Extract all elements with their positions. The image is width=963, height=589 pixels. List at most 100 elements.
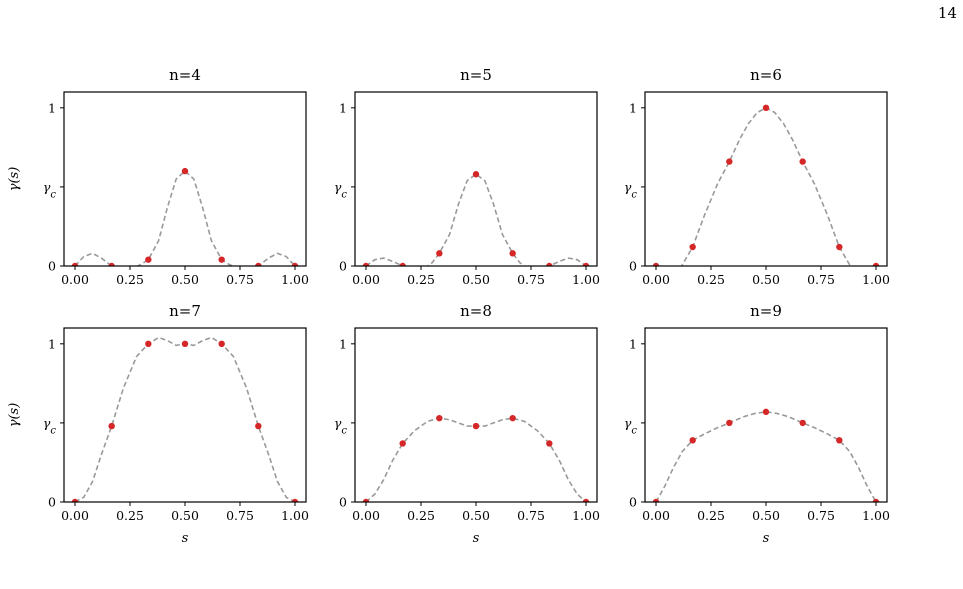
dashed-curve	[365, 417, 587, 502]
data-point	[291, 498, 299, 502]
x-tick-label: 1.00	[572, 272, 600, 287]
page-number: 14	[937, 4, 957, 22]
data-point	[762, 104, 770, 112]
x-tick-label: 0.25	[697, 272, 725, 287]
data-point	[582, 262, 590, 266]
x-tick-label: 0.00	[352, 508, 380, 523]
y-tick-label: 1	[48, 100, 56, 115]
x-tick-label: 0.50	[462, 272, 490, 287]
data-point	[108, 262, 115, 266]
data-point	[509, 414, 516, 422]
x-tick-label: 0.00	[352, 272, 380, 287]
y-tick-label: 0	[339, 259, 347, 274]
axes-frame	[354, 327, 598, 503]
data-point	[255, 422, 262, 430]
y-axis-label: γ(s)	[7, 403, 22, 428]
x-tick-label: 0.25	[116, 508, 144, 523]
x-tick-label: 0.00	[642, 272, 670, 287]
data-point	[399, 440, 406, 447]
y-tick-label: γc	[624, 415, 637, 436]
y-tick-label: 1	[339, 336, 347, 351]
y-tick-label: γc	[43, 179, 56, 200]
data-point	[472, 422, 480, 430]
subplot-title: n=5	[460, 66, 492, 84]
dashed-curve	[365, 173, 587, 266]
data-point	[799, 419, 806, 427]
x-tick-label: 0.75	[226, 508, 254, 523]
x-axis-label: s	[182, 531, 189, 546]
axes-frame	[354, 91, 598, 267]
subplot-n=9: n=9 0.00 0.25 0.50 0.75 1.00 0 γc 1 s	[624, 302, 890, 546]
axes-frame	[63, 91, 307, 267]
x-tick-label: 1.00	[572, 508, 600, 523]
subplot-title: n=4	[169, 66, 201, 84]
data-point	[399, 262, 406, 266]
data-point	[509, 250, 516, 257]
y-tick-label: 1	[48, 336, 56, 351]
y-tick-label: γc	[334, 415, 347, 436]
y-tick-label: 1	[629, 100, 637, 115]
data-point	[145, 256, 152, 263]
y-tick-label: 1	[629, 336, 637, 351]
subplot-n=7: n=7 0.00 0.25 0.50 0.75 1.00 0 γc 1 γ(s) s	[7, 302, 309, 546]
data-point	[872, 262, 880, 266]
data-point	[836, 437, 843, 444]
x-tick-label: 0.00	[61, 508, 89, 523]
y-tick-label: 0	[629, 259, 637, 274]
data-point	[436, 250, 443, 257]
data-point	[689, 243, 696, 251]
subplot-n=4: n=4 0.00 0.25 0.50 0.75 1.00 0 γc 1 γ(s)	[7, 66, 309, 287]
axes-frame	[644, 91, 888, 267]
y-axis-label: γ(s)	[7, 167, 22, 192]
y-tick-label: 0	[48, 259, 56, 274]
x-tick-label: 0.25	[407, 508, 435, 523]
data-point	[255, 262, 262, 266]
x-axis-label: s	[763, 531, 770, 546]
x-tick-label: 0.50	[171, 508, 199, 523]
dashed-curve	[655, 411, 877, 502]
data-point	[652, 262, 660, 266]
x-tick-label: 0.25	[697, 508, 725, 523]
subplot-n=5: n=5 0.00 0.25 0.50 0.75 1.00 0 γc 1	[334, 66, 600, 287]
y-tick-label: γc	[334, 179, 347, 200]
data-point	[436, 414, 443, 422]
data-point	[689, 437, 696, 444]
subplot-title: n=6	[750, 66, 782, 84]
data-point	[218, 340, 225, 348]
data-point	[71, 498, 79, 502]
subplot-n=8: n=8 0.00 0.25 0.50 0.75 1.00 0 γc 1 s	[334, 302, 600, 546]
data-point	[362, 262, 370, 266]
x-tick-label: 0.00	[642, 508, 670, 523]
subplot-title: n=9	[750, 302, 782, 320]
x-tick-label: 1.00	[862, 272, 890, 287]
x-tick-label: 0.75	[517, 508, 545, 523]
data-point	[836, 243, 843, 251]
data-point	[181, 167, 189, 175]
x-tick-label: 0.75	[226, 272, 254, 287]
data-point	[108, 422, 115, 430]
data-point	[726, 158, 733, 165]
data-point	[872, 498, 880, 502]
y-tick-label: 1	[339, 100, 347, 115]
y-tick-label: γc	[624, 179, 637, 200]
x-tick-label: 0.50	[462, 508, 490, 523]
x-tick-label: 1.00	[281, 508, 309, 523]
data-point	[362, 498, 370, 502]
data-point	[472, 171, 480, 178]
dashed-curve	[656, 106, 876, 266]
x-tick-label: 0.75	[807, 272, 835, 287]
data-point	[652, 498, 660, 502]
y-tick-label: γc	[43, 415, 56, 436]
data-point	[145, 340, 152, 348]
x-tick-label: 0.50	[752, 508, 780, 523]
y-tick-label: 0	[629, 495, 637, 510]
subplot-title: n=8	[460, 302, 492, 320]
x-tick-label: 0.50	[171, 272, 199, 287]
x-tick-label: 0.25	[407, 272, 435, 287]
data-point	[291, 262, 299, 266]
subplot-title: n=7	[169, 302, 201, 320]
data-point	[799, 158, 806, 165]
data-point	[582, 498, 590, 502]
x-tick-label: 0.75	[517, 272, 545, 287]
